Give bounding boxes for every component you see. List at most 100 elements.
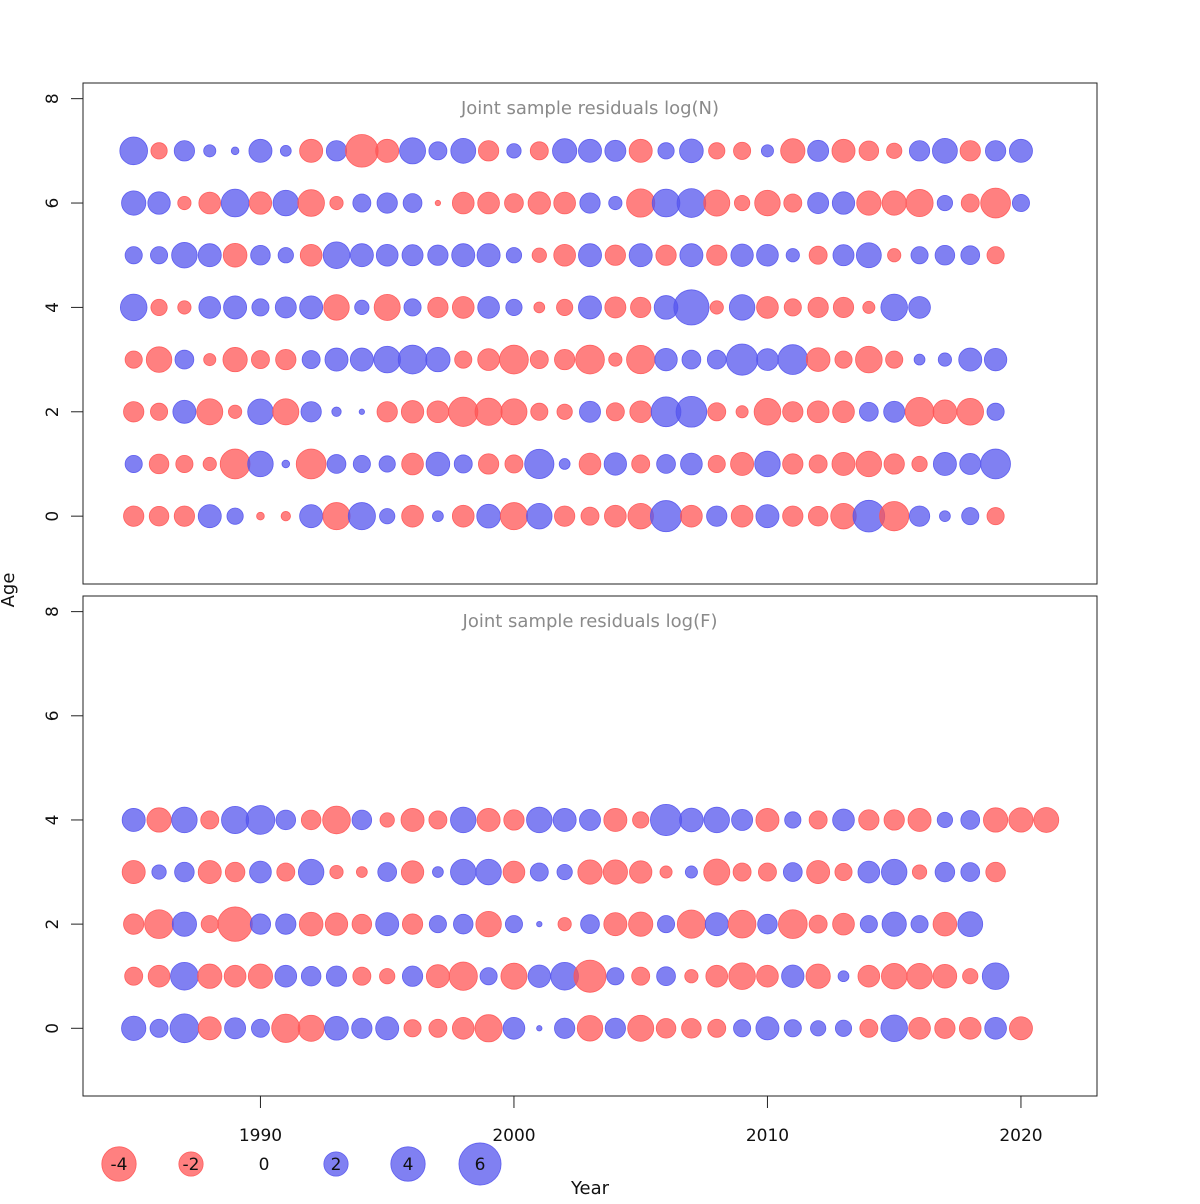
residual-bubble [434, 199, 442, 207]
residual-bubble [228, 404, 243, 419]
residual-bubble [960, 193, 980, 213]
residual-bubble [499, 502, 528, 531]
y-tick-label: 4 [43, 302, 63, 313]
residual-bubble [297, 189, 325, 217]
residual-bubble [401, 504, 424, 528]
residual-bubble [934, 861, 956, 883]
residual-bubble [676, 909, 706, 939]
legend-label: -4 [111, 1155, 128, 1175]
residual-bubble [650, 500, 683, 533]
residual-bubble [169, 1013, 200, 1044]
residual-bubble [230, 146, 240, 156]
residual-bubble [859, 915, 878, 934]
residual-bubble [300, 809, 322, 831]
residual-bubble [732, 862, 752, 882]
residual-bubble [177, 300, 192, 315]
residual-bubble [958, 1017, 982, 1040]
residual-bubble [580, 506, 600, 526]
residual-bubble [505, 247, 523, 264]
residual-bubble [553, 191, 576, 215]
residual-bubble [758, 862, 777, 882]
residual-bubble [757, 913, 778, 935]
residual-bubble [298, 911, 324, 937]
residual-bubble [358, 408, 365, 415]
residual-bubble [810, 1020, 827, 1037]
residual-bubble [272, 189, 299, 217]
residual-bubble [504, 193, 524, 213]
residual-bubble [960, 245, 981, 266]
residual-bubble [807, 192, 830, 214]
residual-bubble [627, 502, 654, 530]
residual-bubble [755, 504, 780, 529]
residual-bubble [274, 296, 297, 319]
panel-frame-0 [82, 82, 1098, 585]
residual-bubble [200, 915, 219, 934]
residual-bubble [295, 448, 327, 480]
residual-bubble [397, 344, 428, 375]
residual-bubble [123, 505, 145, 527]
residual-bubble [703, 858, 731, 886]
residual-bubble [121, 808, 146, 832]
residual-bubble [887, 248, 902, 263]
x-axis-title: Year [570, 1178, 610, 1199]
residual-bubble [121, 860, 146, 884]
residual-bubble [147, 191, 171, 215]
residual-bubble [426, 400, 450, 424]
residual-bubble [274, 964, 298, 988]
residual-bubble [684, 969, 699, 984]
residual-bubble [629, 400, 652, 424]
residual-bubble [503, 809, 525, 831]
residual-bubble [329, 195, 344, 211]
residual-bubble [219, 448, 251, 480]
residual-bubble [529, 862, 549, 882]
residual-bubble [753, 398, 782, 426]
residual-bubble [857, 860, 881, 884]
residual-bubble [221, 805, 250, 834]
residual-bubble [248, 138, 273, 163]
residual-bubble [427, 244, 449, 266]
residual-bubble [855, 242, 882, 269]
residual-bubble [149, 1018, 169, 1038]
residual-bubble [679, 243, 704, 268]
residual-bubble [986, 402, 1005, 421]
residual-bubble [352, 966, 372, 986]
residual-bubble [536, 1025, 543, 1032]
residual-bubble [351, 809, 373, 831]
residual-bubble [960, 862, 981, 882]
residual-bubble [936, 811, 953, 829]
residual-bubble [500, 398, 528, 426]
residual-bubble [323, 294, 350, 321]
legend-label: 4 [403, 1155, 414, 1175]
residual-bubble [756, 348, 779, 371]
residual-bubble [883, 809, 905, 831]
residual-bubble [673, 289, 710, 326]
residual-bubble [197, 963, 223, 989]
residual-bubble [983, 347, 1008, 372]
residual-bubble [475, 910, 502, 938]
residual-bubble [856, 190, 882, 216]
residual-bubble [628, 911, 654, 937]
residual-bubble [376, 401, 398, 423]
residual-bubble [906, 963, 933, 990]
residual-bubble [958, 347, 983, 372]
residual-bubble [172, 399, 197, 424]
residual-bubble [173, 140, 195, 162]
residual-bubble [400, 808, 425, 832]
residual-bubble [832, 400, 855, 424]
residual-bubble [908, 1017, 931, 1040]
x-tick-label: 2020 [999, 1126, 1042, 1146]
panel-title-1: Joint sample residuals log(F) [462, 611, 718, 632]
residual-bubble [905, 189, 934, 218]
residual-bubble [1011, 194, 1030, 213]
residual-bubble [376, 192, 398, 214]
residual-bubble [756, 964, 779, 988]
residual-bubble [626, 345, 656, 375]
residual-bubble [477, 191, 500, 215]
residual-bubble [476, 503, 501, 529]
residual-bubble [579, 400, 601, 423]
residual-bubble [124, 246, 143, 265]
residual-bubble [530, 402, 549, 421]
residual-bubble [934, 1017, 956, 1039]
residual-bubble [151, 864, 167, 880]
